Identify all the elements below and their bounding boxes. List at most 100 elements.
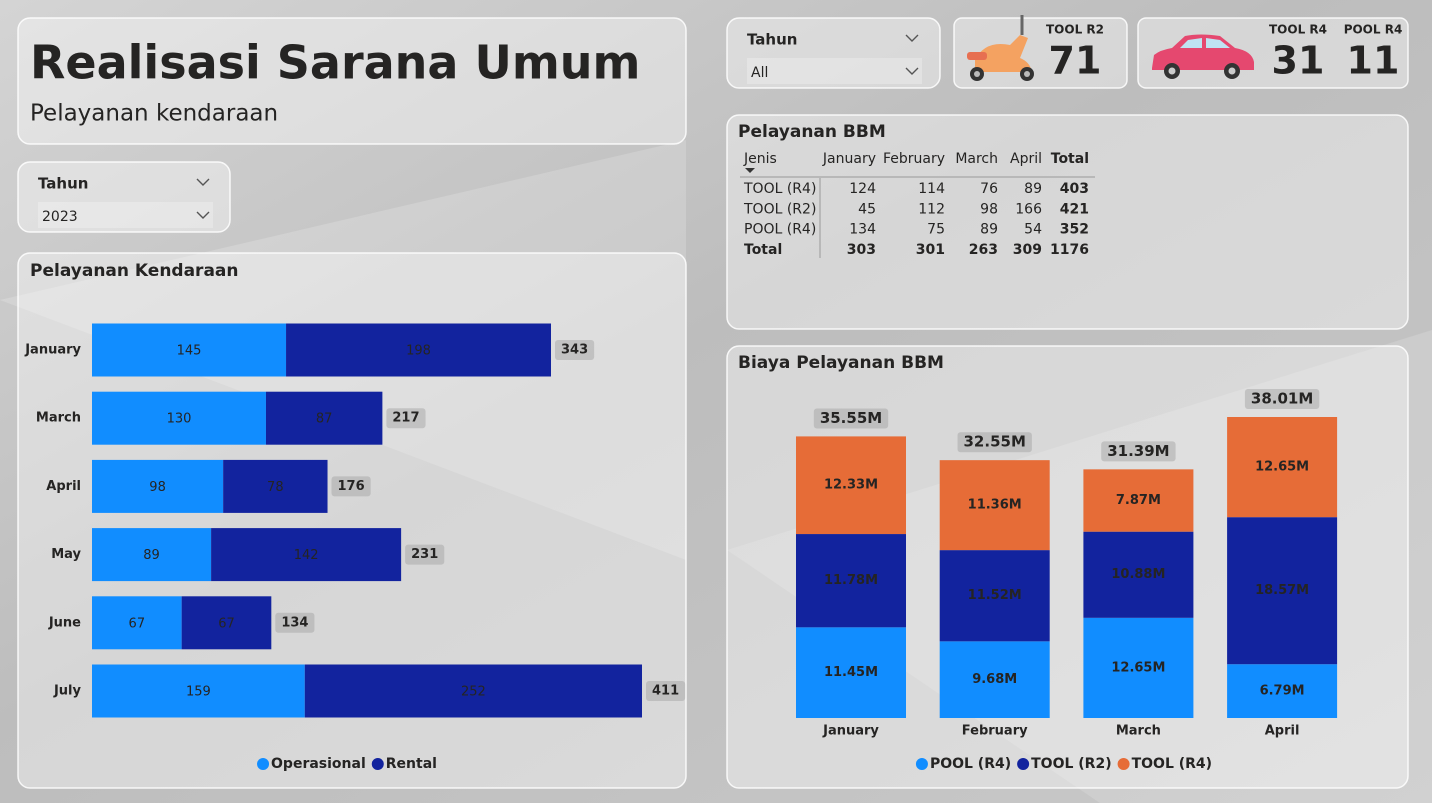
y-tick-label: May [51, 547, 81, 562]
table-cell: TOOL (R4) [743, 181, 816, 197]
bar-segment [1083, 469, 1194, 532]
table-header: January [822, 151, 876, 167]
bar-segment [796, 627, 906, 718]
data-label: 11.52M [968, 588, 1022, 603]
slicer-value: 2023 [42, 209, 78, 225]
total-label-bg [1101, 441, 1176, 462]
table-panel [726, 114, 1409, 330]
total-label-bg [646, 681, 686, 701]
table-header: April [1010, 151, 1042, 167]
total-label: 217 [392, 411, 419, 426]
scooter-icon [967, 15, 1034, 81]
legend-marker [1017, 758, 1030, 770]
legend-marker [915, 758, 928, 770]
y-tick-label: April [46, 479, 81, 494]
chevron-icon [196, 211, 210, 219]
bar-segment [1083, 617, 1194, 718]
data-label: 12.65M [1111, 660, 1165, 675]
table-title: Pelayanan BBM [738, 122, 886, 142]
y-tick-label: March [36, 411, 81, 426]
table-cell: 1176 [1050, 242, 1089, 258]
card-label: TOOL R4 [1269, 23, 1327, 37]
data-label: 6.79M [1260, 684, 1305, 699]
chevron-icon [905, 34, 919, 42]
table-cell: 303 [847, 242, 876, 258]
table-cell: 76 [980, 181, 998, 197]
x-tick-label: January [822, 724, 879, 739]
x-tick-label: February [962, 724, 1028, 739]
chevron-icon [905, 67, 919, 75]
slicer-dropdown[interactable] [747, 58, 922, 84]
total-label: 134 [281, 615, 308, 630]
legend-marker [1117, 758, 1130, 770]
card-value: 71 [1049, 39, 1102, 83]
data-label: 18.57M [1255, 583, 1309, 598]
table-cell: 114 [918, 181, 945, 197]
table-cell: 352 [1060, 222, 1089, 238]
data-label: 10.88M [1111, 567, 1165, 582]
total-label-bg [275, 612, 315, 633]
legend-label: POOL (R4) [930, 756, 1011, 772]
legend-label: TOOL (R2) [1031, 756, 1111, 772]
content: Realisasi Sarana Umum Pelayanan kendaraan… [24, 23, 1402, 773]
legend-label: TOOL (R4) [1132, 756, 1212, 772]
table-cell: 309 [1013, 242, 1042, 258]
table-header: Total [1051, 151, 1089, 167]
sort-icon [745, 168, 755, 173]
bar-segment [939, 641, 1050, 718]
legend-label: Operasional [271, 756, 366, 772]
card-label: POOL R4 [1344, 23, 1403, 37]
table-cell: 54 [1024, 222, 1042, 238]
bar-segment [92, 391, 266, 445]
table-cell: 124 [849, 181, 876, 197]
bar-segment [304, 664, 642, 718]
total-label-bg [386, 408, 426, 429]
table-cell: 166 [1015, 201, 1042, 217]
data-label: 145 [177, 344, 202, 359]
y-tick-label: January [24, 343, 81, 358]
slicer-label: Tahun [38, 175, 88, 193]
page-title: Realisasi Sarana Umum [30, 36, 640, 90]
table-cell: 75 [927, 222, 945, 238]
slicer-panel[interactable] [17, 161, 231, 233]
bar-segment [92, 459, 224, 513]
legend-label: Rental [386, 756, 437, 772]
table-cell: Total [744, 242, 782, 258]
total-label-bg [405, 544, 445, 565]
table-cell: 89 [1024, 181, 1042, 197]
x-tick-label: April [1265, 724, 1300, 739]
slicer-panel[interactable] [726, 17, 941, 89]
bar-segment [181, 596, 272, 650]
total-label-bg [331, 476, 371, 497]
bar-segment [939, 460, 1050, 551]
slicer-dropdown[interactable] [38, 202, 213, 228]
table-cell: 45 [858, 201, 876, 217]
data-label: 89 [143, 548, 160, 563]
total-label-bg [1244, 389, 1320, 409]
bar-segment [265, 391, 383, 445]
bar-segment [211, 528, 402, 582]
bar-segment [92, 664, 305, 718]
data-label: 12.33M [824, 478, 878, 493]
bar-segment [92, 596, 182, 650]
y-tick-label: July [53, 684, 82, 699]
bar-segment [286, 323, 552, 377]
car-icon [1152, 34, 1254, 79]
data-label: 142 [294, 548, 319, 563]
data-label: 7.87M [1116, 493, 1161, 508]
chart-title: Biaya Pelayanan BBM [738, 353, 944, 373]
total-label: 35.55M [820, 409, 882, 427]
data-label: 98 [149, 480, 166, 495]
total-label-bg [957, 432, 1032, 453]
total-label: 32.55M [964, 433, 1026, 451]
bar-segment [796, 436, 906, 535]
slicer-value: All [751, 65, 768, 81]
data-label: 78 [267, 480, 284, 495]
data-label: 12.65M [1255, 460, 1309, 475]
table-cell: POOL (R4) [744, 222, 816, 238]
data-label: 9.68M [972, 672, 1017, 687]
data-label: 159 [186, 685, 211, 700]
data-label: 67 [129, 616, 146, 631]
total-label: 38.01M [1251, 390, 1313, 408]
